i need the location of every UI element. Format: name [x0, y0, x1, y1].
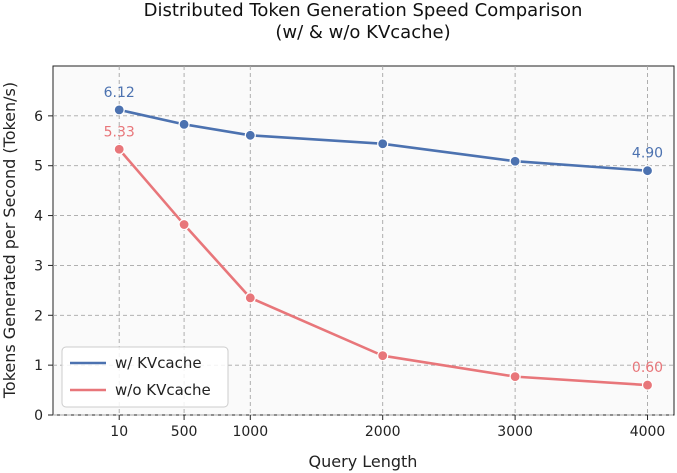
data-point-wo-kvcache — [509, 371, 521, 383]
series-line-w-kvcache — [118, 108, 648, 172]
data-point-w-kvcache — [244, 129, 256, 141]
data-point-wo-kvcache — [178, 218, 190, 231]
x-tick-label: 10 — [110, 424, 128, 440]
y-ticks: 0 1 2 3 4 5 6 — [34, 109, 53, 424]
data-label-w-kvcache: 6.12 — [104, 85, 135, 101]
data-point-wo-kvcache — [244, 292, 256, 304]
x-axis-label: Query Length — [309, 452, 418, 471]
data-point-wo-kvcache — [641, 379, 654, 391]
y-tick-label: 4 — [34, 209, 43, 225]
data-label-wo-kvcache: 5.33 — [104, 124, 135, 140]
legend-label-wo-kvcache: w/o KVcache — [115, 381, 211, 399]
data-point-w-kvcache — [377, 138, 389, 150]
data-label-wo-kvcache: 0.60 — [632, 360, 663, 376]
data-label-w-kvcache: 4.90 — [632, 146, 663, 162]
data-point-wo-kvcache — [113, 143, 125, 155]
data-point-w-kvcache — [178, 118, 190, 130]
chart-subtitle: (w/ & w/o KVcache) — [275, 22, 450, 43]
y-tick-label: 6 — [34, 109, 43, 125]
data-point-w-kvcache — [641, 165, 654, 177]
series-group — [113, 104, 654, 391]
x-tick-label: 2000 — [365, 424, 401, 440]
legend: w/ KVcache w/o KVcache — [61, 346, 229, 408]
annotations: 6.12 4.90 5.33 0.60 — [104, 85, 663, 376]
y-tick-label: 2 — [34, 308, 43, 324]
data-point-w-kvcache — [113, 104, 125, 116]
y-tick-label: 3 — [34, 258, 43, 274]
y-tick-label: 5 — [34, 159, 43, 175]
x-tick-label: 500 — [171, 424, 198, 440]
series-line-wo-kvcache — [118, 148, 648, 387]
y-axis-label: Tokens Generated per Second (Token/s) — [0, 82, 19, 399]
x-tick-label: 3000 — [497, 424, 533, 440]
chart-title: Distributed Token Generation Speed Compa… — [144, 0, 583, 21]
x-tick-label: 1000 — [232, 424, 268, 440]
y-tick-label: 0 — [34, 408, 43, 424]
x-tick-label: 4000 — [630, 424, 666, 440]
data-point-w-kvcache — [509, 155, 521, 167]
legend-label-w-kvcache: w/ KVcache — [115, 354, 202, 372]
data-point-wo-kvcache — [377, 350, 389, 362]
y-tick-label: 1 — [34, 358, 43, 374]
x-ticks: 10 500 1000 2000 3000 4000 — [110, 415, 665, 440]
